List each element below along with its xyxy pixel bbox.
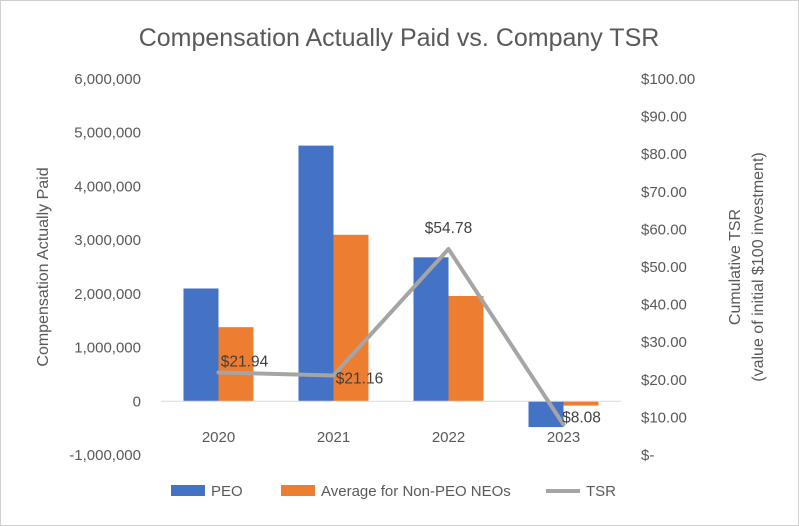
tsr-data-label: $54.78 xyxy=(425,220,472,237)
y2-tick-label: $50.00 xyxy=(641,259,687,276)
tsr-data-label: $8.08 xyxy=(562,410,601,427)
non-peo-bar xyxy=(333,234,369,402)
y2-tick-label: $60.00 xyxy=(641,221,687,238)
legend-peo-swatch xyxy=(171,485,205,496)
x-tick-label: 2022 xyxy=(432,429,465,446)
y-tick-label: -1,000,000 xyxy=(69,447,141,464)
x-axis-ticks: 2020 2021 2022 2023 xyxy=(202,429,580,446)
y-tick-label: 5,000,000 xyxy=(74,125,141,142)
y2-tick-label: $90.00 xyxy=(641,109,687,126)
y-tick-label: 4,000,000 xyxy=(74,178,141,195)
non-peo-bar xyxy=(563,401,599,406)
legend: PEO Average for Non-PEO NEOs TSR xyxy=(171,483,616,500)
tsr-line-group xyxy=(216,247,566,427)
y2-tick-label: $30.00 xyxy=(641,334,687,351)
legend-peo-label: PEO xyxy=(211,483,243,500)
tsr-line xyxy=(216,247,566,427)
x-tick-label: 2020 xyxy=(202,429,235,446)
legend-non-peo-label: Average for Non-PEO NEOs xyxy=(321,483,511,500)
peo-bar xyxy=(298,145,334,402)
right-axis-ticks: $100.00 $90.00 $80.00 $70.00 $60.00 $50.00 $40… xyxy=(641,71,695,464)
non-peo-bar xyxy=(448,296,484,402)
y2-axis-label-line1: Cumulative TSR xyxy=(727,209,744,325)
y2-tick-label: $- xyxy=(641,447,654,464)
y-axis-label: Compensation Actually Paid xyxy=(35,167,52,366)
tsr-data-label: $21.94 xyxy=(221,354,269,371)
x-tick-label: 2021 xyxy=(317,429,350,446)
y2-tick-label: $40.00 xyxy=(641,297,687,314)
legend-non-peo-swatch xyxy=(281,485,315,496)
y2-tick-label: $20.00 xyxy=(641,372,687,389)
y-tick-label: 2,000,000 xyxy=(74,286,141,303)
y2-axis-label-line2: (value of initial $100 investment) xyxy=(750,152,767,381)
peo-bar xyxy=(183,288,219,402)
x-tick-label: 2023 xyxy=(547,429,580,446)
chart-title: Compensation Actually Paid vs. Company T… xyxy=(139,24,660,52)
y-tick-label: 0 xyxy=(133,393,141,410)
legend-tsr-label: TSR xyxy=(586,483,616,500)
non-peo-bar xyxy=(218,327,254,402)
y-tick-label: 1,000,000 xyxy=(74,340,141,357)
tsr-data-labels: $21.94 $21.16 $54.78 $8.08 xyxy=(221,220,601,427)
y2-tick-label: $10.00 xyxy=(641,409,687,426)
y-tick-label: 3,000,000 xyxy=(74,232,141,249)
left-axis-ticks: 6,000,000 5,000,000 4,000,000 3,000,000 2,00… xyxy=(69,71,141,464)
bars-group xyxy=(183,145,599,428)
y2-tick-label: $100.00 xyxy=(641,71,695,88)
tsr-data-label: $21.16 xyxy=(336,370,383,387)
y2-tick-label: $70.00 xyxy=(641,184,687,201)
y2-tick-label: $80.00 xyxy=(641,146,687,163)
y-tick-label: 6,000,000 xyxy=(74,71,141,88)
